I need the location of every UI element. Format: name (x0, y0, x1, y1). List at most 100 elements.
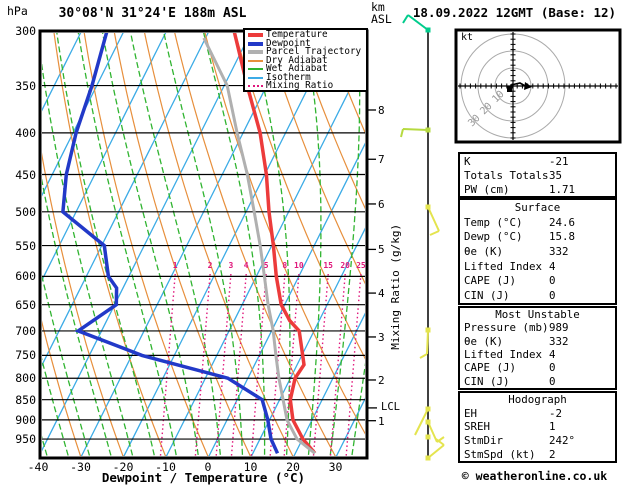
legend-swatch-parcel-trajectory (248, 50, 263, 55)
table-row: Totals Totals 35 (464, 169, 615, 182)
table-row: StmDir 242° (464, 434, 615, 447)
stat-label: θe (K) (464, 334, 504, 348)
legend-label: Dry Adiabat (266, 54, 328, 66)
temp-tick-label: 20 (286, 460, 300, 474)
stats-table-most-unstable: Most Unstable Pressure (mb) 989 θe (K) 332 Li… (458, 306, 617, 390)
km-tick-label: 2 (378, 373, 385, 387)
dewpoint-curve (61, 33, 280, 455)
table-row: SREH 1 (464, 420, 615, 433)
mixing-ratio-label: 25 (356, 261, 366, 270)
stat-value: 0 (549, 361, 556, 375)
stat-value: 0 (549, 289, 556, 303)
altitude-unit-asl: ASL (371, 12, 392, 26)
legend-item: Temperature (248, 29, 366, 40)
stat-value: -21 (549, 154, 569, 168)
stat-value: 1.71 (549, 182, 576, 196)
table-row: EH -2 (464, 407, 615, 420)
stat-value: 0 (549, 374, 556, 388)
pressure-tick-label: 450 (15, 167, 36, 182)
temp-tick-label: 0 (204, 460, 212, 474)
stat-label: StmSpd (kt) (464, 447, 536, 461)
mixing-ratio-axis-label: Mixing Ratio (g/kg) (389, 223, 403, 350)
pressure-tick-label: 800 (15, 371, 36, 386)
stat-label: Pressure (mb) (464, 321, 549, 335)
table-row: θe (K) 332 (464, 335, 615, 348)
plot-border (38, 29, 369, 460)
hodograph-unit-label: kt (461, 32, 474, 43)
km-tick-label: 7 (378, 153, 385, 167)
mixing-ratio-label: 2 (207, 261, 213, 270)
stat-label: CIN (J) (464, 289, 510, 303)
mixing-ratio-label: 8 (282, 261, 288, 270)
stat-value: 2 (549, 447, 556, 461)
mixing-ratio-label: 4 (243, 261, 249, 270)
stat-value: 24.6 (549, 215, 576, 229)
temp-tick-label: 10 (243, 460, 258, 474)
lcl-label: LCL (381, 400, 400, 413)
stat-label: Temp (°C) (464, 215, 523, 229)
pressure-tick-label: 750 (15, 348, 36, 363)
temp-tick-label: -40 (27, 460, 49, 474)
stat-label: CIN (J) (464, 374, 510, 388)
temp-tick-label: 30 (328, 460, 343, 474)
legend-label: Wet Adiabat (266, 63, 328, 74)
temp-tick-label: -20 (112, 460, 134, 474)
pressure-tick-label: 300 (15, 24, 36, 38)
table-header: Most Unstable (495, 308, 580, 322)
mixing-ratio-label: 5 (263, 261, 269, 270)
legend-item: Mixing Ratio (248, 80, 366, 91)
altitude-unit-km: km (371, 0, 385, 14)
table-row: StmSpd (kt) 2 (464, 448, 615, 461)
legend-label: Dewpoint (266, 37, 311, 49)
table-row: Lifted Index 4 (464, 260, 615, 273)
run-date-label: 18.09.2022 12GMT (Base: 12) (412, 5, 617, 20)
table-header: Surface (514, 200, 561, 214)
legend-swatch-temperature (248, 33, 263, 38)
legend-swatch-mixing-ratio (248, 85, 263, 88)
legend-swatch-dewpoint (248, 41, 263, 46)
stat-value: 332 (549, 244, 569, 258)
stat-label: θe (K) (464, 244, 504, 258)
skewt-background-lines (42, 33, 365, 456)
stat-value: -2 (549, 406, 563, 420)
table-header: Hodograph (508, 393, 567, 407)
stat-value: 4 (549, 348, 556, 362)
pressure-tick-label: 600 (15, 269, 36, 284)
stat-label: CAPE (J) (464, 361, 517, 375)
table-row: CIN (J) 0 (464, 289, 615, 302)
pressure-unit-label: hPa (7, 4, 28, 18)
stats-table-indices: K -21 Totals Totals 35 PW (cm) 1.71 (458, 152, 617, 198)
stat-label: Dewp (°C) (464, 230, 523, 244)
stat-label: SREH (464, 420, 491, 434)
temp-tick-label: -10 (155, 460, 176, 474)
table-row: K -21 (464, 155, 615, 168)
pressure-tick-label: 500 (15, 204, 36, 219)
legend-swatch-isotherm (248, 76, 263, 79)
legend-swatch-wet-adiabat (248, 68, 263, 71)
stat-value: 35 (549, 168, 563, 182)
km-tick-label: 3 (378, 330, 385, 344)
legend-label: Isotherm (266, 71, 311, 83)
stat-value: 332 (549, 334, 569, 348)
legend-label: Parcel Trajectory (266, 46, 362, 57)
stat-value: 15.8 (549, 230, 576, 244)
legend-item: Wet Adiabat (248, 63, 366, 74)
table-row: θe (K) 332 (464, 245, 615, 258)
copyright: © weatheronline.co.uk (461, 469, 608, 483)
legend-label: Temperature (266, 29, 328, 40)
pressure-tick-label: 700 (15, 323, 36, 338)
stat-label: Totals Totals (464, 168, 549, 182)
table-row: CAPE (J) 0 (464, 274, 615, 287)
x-axis-label: Dewpoint / Temperature (°C) (101, 470, 306, 485)
legend-label: Mixing Ratio (266, 80, 334, 91)
legend-item: Dry Adiabat (248, 54, 366, 66)
parcel-trajectory-curve (202, 37, 316, 455)
stats-table-surface: Surface Temp (°C) 24.6 Dewp (°C) 15.8 θe (K) 3… (458, 198, 617, 305)
pressure-tick-label: 900 (15, 412, 36, 427)
stat-value: 4 (549, 259, 556, 273)
stat-value: 989 (549, 321, 569, 335)
pressure-tick-label: 400 (15, 125, 36, 140)
legend-item: Parcel Trajectory (248, 46, 366, 57)
pressure-tick-label: 950 (15, 432, 36, 447)
